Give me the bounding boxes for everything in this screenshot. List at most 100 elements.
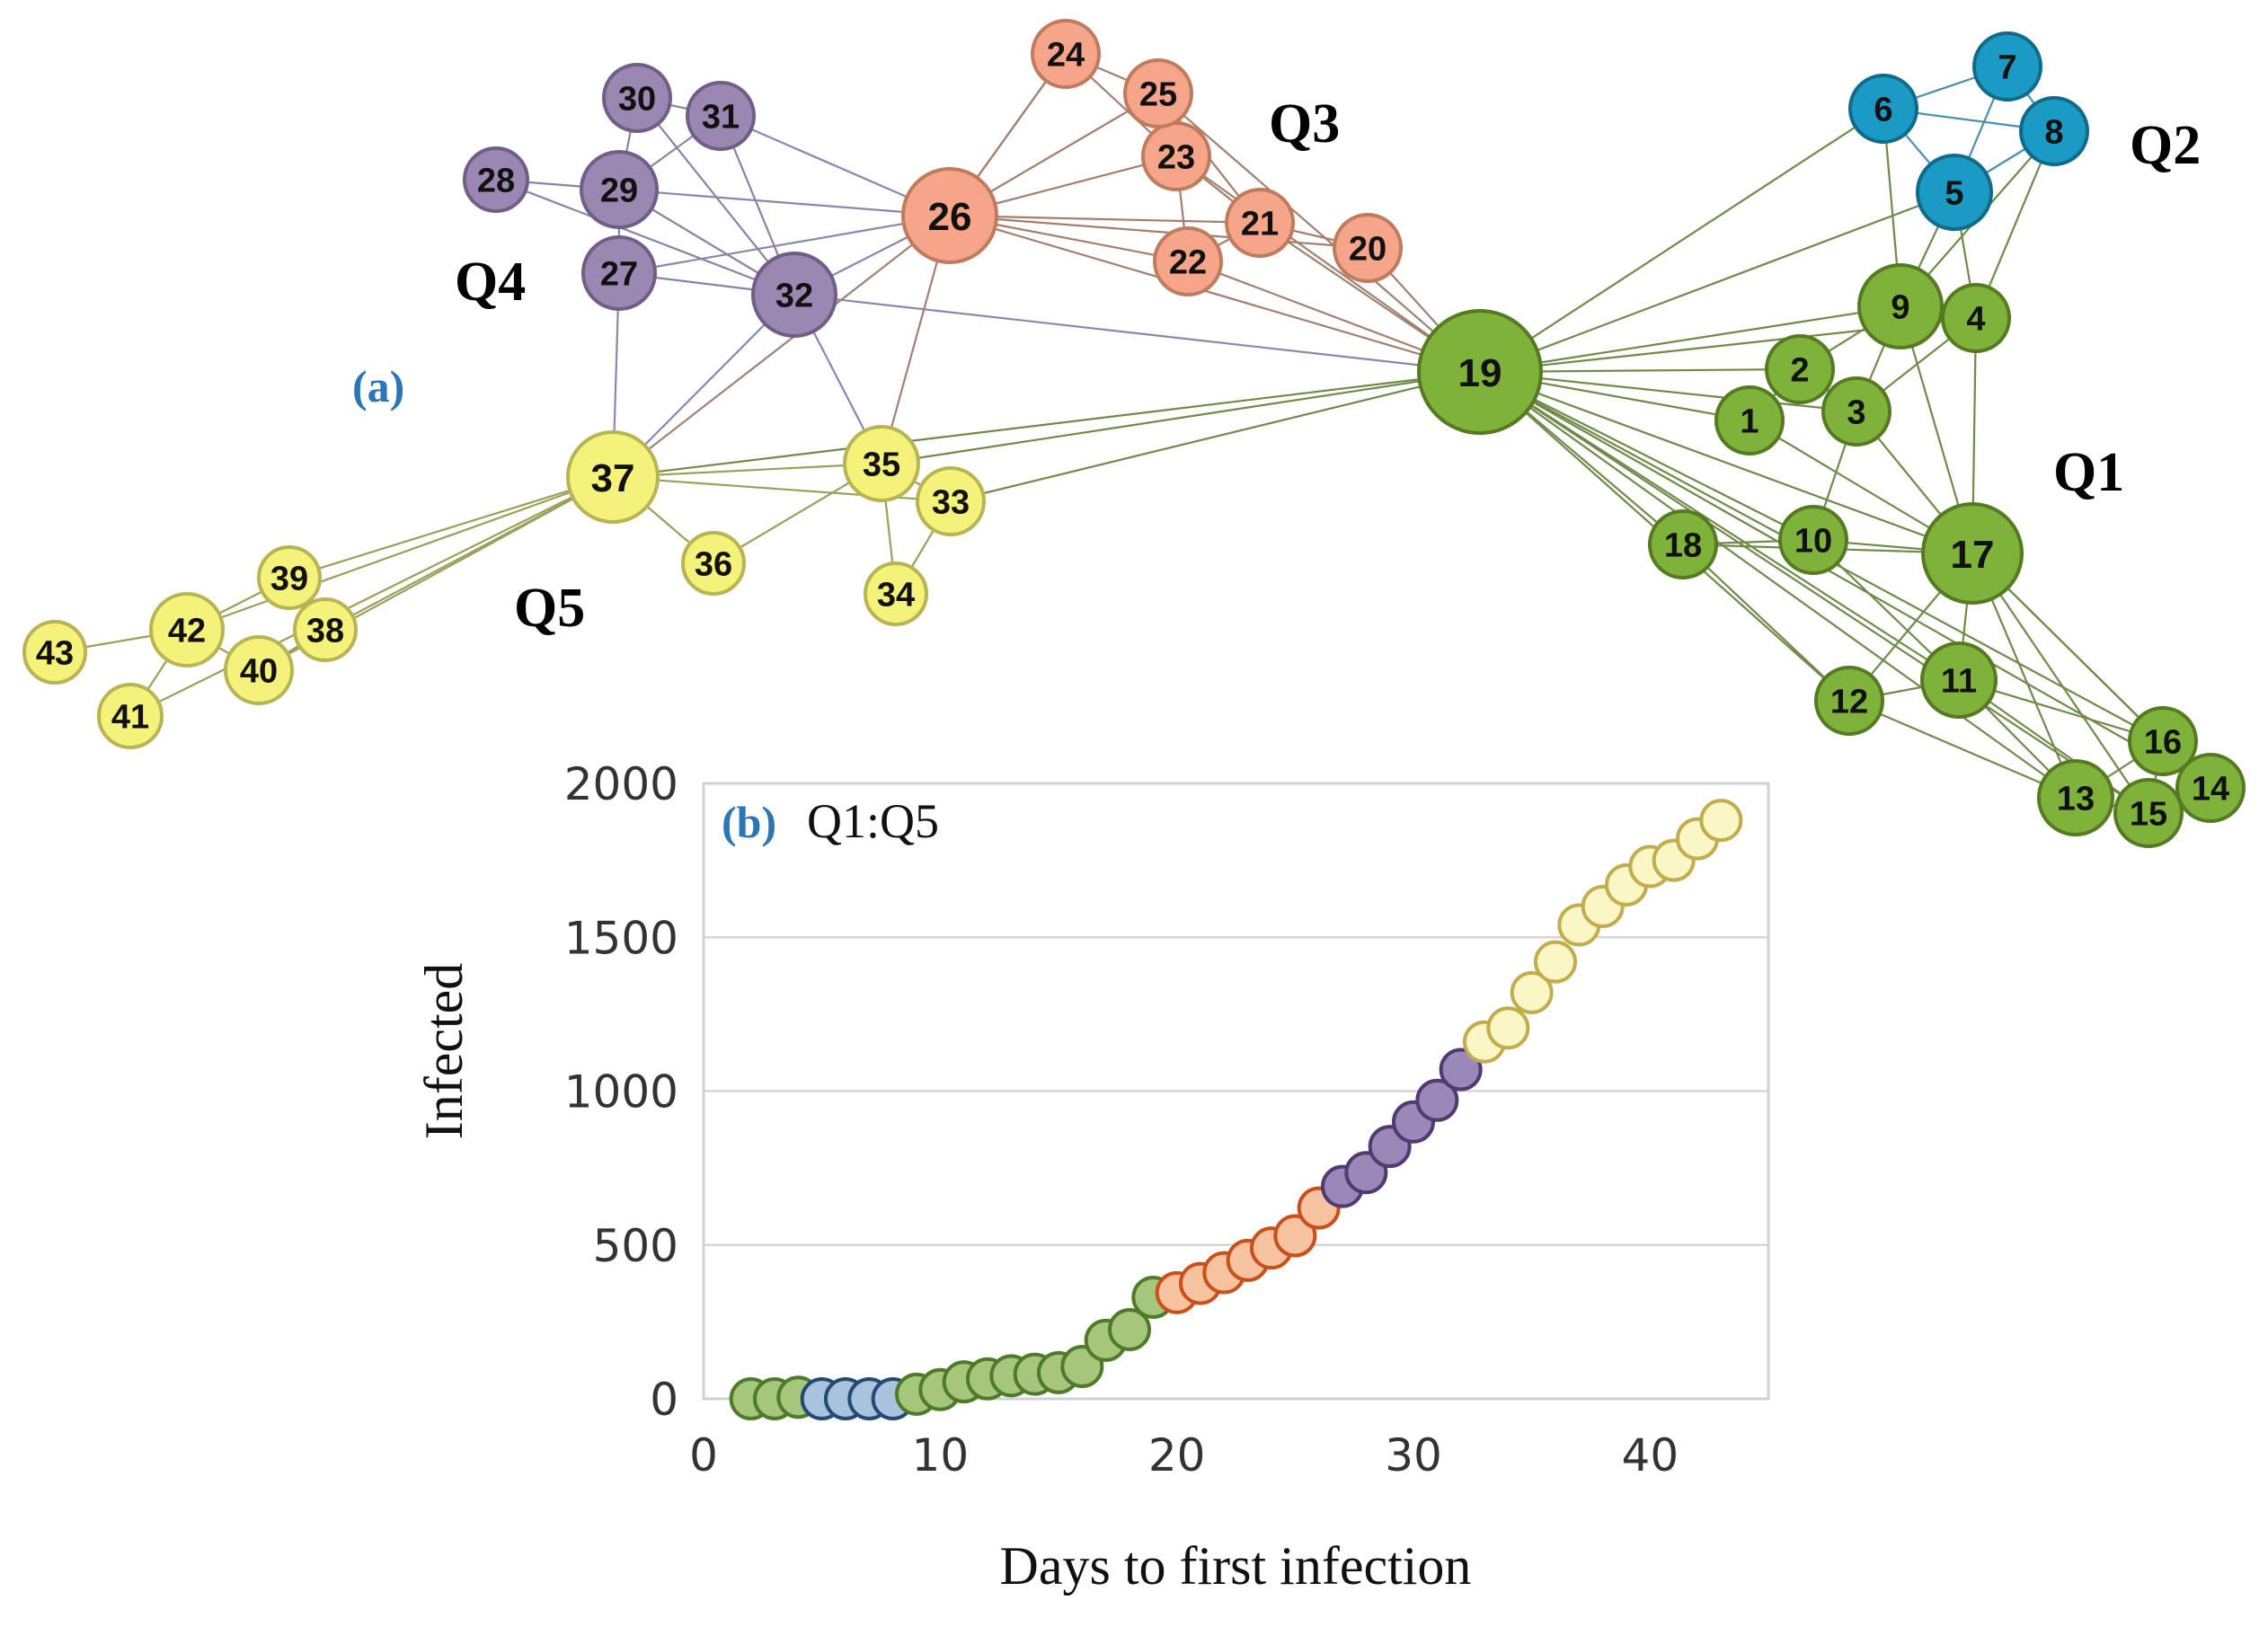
node-8: 8: [2019, 96, 2089, 166]
node-36: 36: [681, 531, 746, 596]
node-label: 39: [270, 561, 308, 598]
x-tick-labels: 0 10 20 30 40: [689, 1429, 1679, 1481]
node-circle: [2113, 778, 2184, 848]
node-7: 7: [1972, 31, 2042, 102]
network-edge: [618, 214, 951, 275]
node-23: 23: [1141, 121, 1211, 191]
node-14: 14: [2175, 753, 2246, 823]
node-circle: [1225, 188, 1295, 258]
infection-chart: 0 500 1000 1500 2000 0 10 20 30 40 (b) Q1:Q5 Day…: [414, 758, 1770, 1596]
node-circle: [224, 635, 294, 705]
node-32: 32: [751, 252, 837, 338]
node-label: 15: [2130, 796, 2167, 834]
node-circle: [901, 167, 998, 264]
node-label: 12: [1830, 684, 1868, 721]
network-edge: [1157, 93, 1481, 373]
node-21: 21: [1225, 188, 1295, 258]
node-24: 24: [1031, 19, 1101, 89]
node-circle: [581, 235, 657, 311]
node-label: 35: [863, 447, 900, 484]
node-19: 19: [1417, 309, 1543, 435]
node-26: 26: [901, 167, 998, 264]
node-label: 29: [600, 172, 638, 210]
network-edge: [949, 214, 1369, 250]
node-label: 3: [1847, 394, 1865, 432]
data-point-q1: [1108, 1307, 1151, 1351]
node-label: 40: [240, 653, 278, 691]
panel-b-label: (b): [722, 797, 776, 847]
node-circle: [97, 683, 164, 749]
node-circle: [1714, 385, 1785, 455]
node-label: 33: [932, 484, 970, 522]
network-edge: [881, 370, 1481, 465]
node-circle: [1814, 666, 1884, 736]
node-18: 18: [1648, 509, 1718, 579]
node-27: 27: [581, 235, 657, 311]
node-circle: [864, 561, 928, 626]
network-edge: [1479, 371, 2149, 814]
node-label: 23: [1157, 139, 1195, 177]
network-edge: [1682, 544, 1850, 702]
node-37: 37: [566, 430, 660, 524]
node-label: 21: [1241, 206, 1279, 243]
node-43: 43: [22, 620, 87, 685]
group-label-q1: Q1: [2053, 442, 2124, 503]
y-tick-label: 0: [650, 1374, 678, 1426]
node-label: 41: [111, 699, 149, 737]
network-edge: [1479, 371, 2077, 799]
network-edge: [612, 215, 951, 478]
node-10: 10: [1778, 505, 1848, 575]
node-circle: [1333, 213, 1403, 283]
group-label-q3: Q3: [1269, 93, 1340, 155]
x-tick-label: 20: [1148, 1429, 1206, 1481]
y-tick-label: 1000: [564, 1066, 678, 1119]
node-label: 37: [591, 456, 635, 500]
node-circle: [293, 597, 358, 662]
data-point-q4: [1439, 1048, 1483, 1092]
node-label: 7: [1998, 49, 2016, 87]
network-edge: [495, 178, 795, 296]
node-circle: [1848, 74, 1918, 144]
node-33: 33: [916, 466, 986, 536]
node-42: 42: [149, 592, 225, 668]
node-label: 1: [1740, 403, 1759, 441]
node-3: 3: [1821, 376, 1891, 447]
node-31: 31: [686, 81, 756, 151]
node-label: 24: [1047, 37, 1085, 75]
node-35: 35: [843, 425, 920, 502]
network-edge: [1479, 370, 1857, 413]
network-edge: [129, 476, 614, 717]
network-edge: [1479, 370, 1973, 555]
node-label: 42: [168, 613, 206, 650]
node-label: 28: [477, 163, 515, 200]
y-tick-label: 1500: [564, 912, 678, 964]
node-circle: [2019, 96, 2089, 166]
node-34: 34: [864, 561, 928, 626]
node-circle: [1765, 334, 1835, 404]
network-edge: [1479, 371, 1960, 681]
node-circle: [1941, 283, 2011, 353]
node-circle: [686, 81, 756, 151]
node-label: 8: [2044, 114, 2063, 152]
node-label: 36: [695, 546, 732, 584]
node-11: 11: [1920, 641, 1998, 719]
group-label-q4: Q4: [455, 252, 526, 313]
node-circle: [2037, 759, 2114, 836]
node-circle: [1921, 502, 2024, 605]
network-edge: [949, 214, 1261, 225]
network-edges: [54, 52, 2211, 815]
node-label: 13: [2057, 781, 2095, 818]
node-16: 16: [2128, 706, 2198, 776]
data-point-q3: [1273, 1214, 1317, 1258]
group-label-q5: Q5: [514, 578, 585, 639]
node-29: 29: [580, 150, 659, 229]
node-circle: [1916, 154, 1993, 231]
data-point-q5: [1486, 1006, 1530, 1050]
node-2: 2: [1765, 334, 1835, 404]
network-edge: [618, 188, 951, 217]
data-point-q5: [1534, 940, 1577, 984]
node-circle: [843, 425, 920, 502]
node-circle: [463, 146, 529, 213]
